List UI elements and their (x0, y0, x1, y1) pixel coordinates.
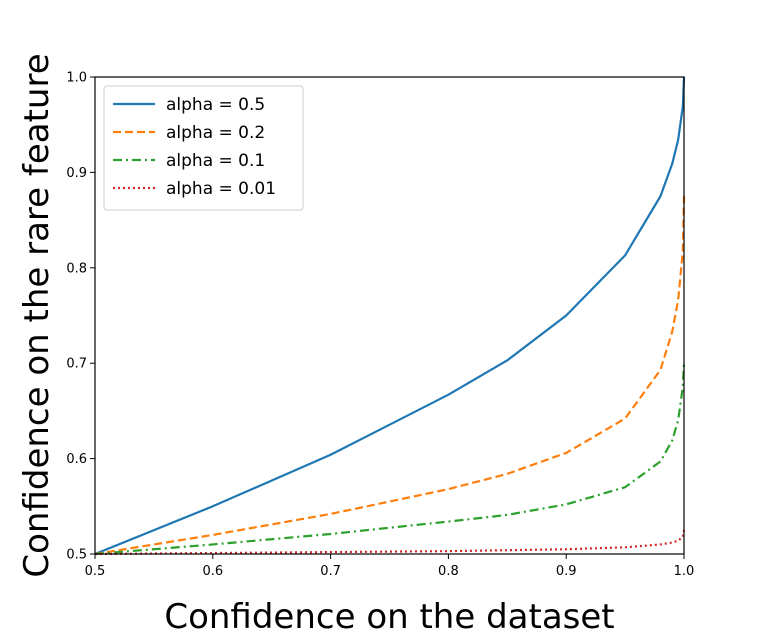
y-tick-label: 0.7 (66, 357, 87, 372)
legend-label-2: alpha = 0.2 (166, 123, 265, 143)
legend-box (103, 85, 304, 211)
series-line-4 (94, 529, 686, 556)
x-tick-label: 0.7 (320, 564, 341, 579)
y-tick-label: 0.6 (66, 452, 87, 467)
series-line-3 (94, 363, 686, 556)
x-tick-label: 1.0 (674, 564, 695, 579)
x-tick-label: 0.9 (556, 564, 577, 579)
y-tick-label: 0.5 (66, 548, 87, 563)
y-tick-label: 0.8 (66, 261, 87, 276)
x-tick-label: 0.5 (85, 564, 106, 579)
series-layer (94, 76, 686, 556)
x-tick-label: 0.8 (438, 564, 459, 579)
legend: alpha = 0.5 alpha = 0.2 alpha = 0.1 alpha =… (103, 85, 304, 211)
y-tick-label: 1.0 (66, 71, 87, 86)
y-tick-label: 0.9 (66, 166, 87, 181)
ticks-layer: 0.5 0.6 0.7 0.8 0.9 1.0 0.5 0.6 0.7 0.8 0.9 1.0 (66, 71, 694, 580)
y-axis-title: Confidence on the rare feature (17, 53, 57, 577)
x-axis-title: Confidence on the dataset (164, 597, 614, 637)
legend-label-1: alpha = 0.5 (166, 95, 265, 115)
series-line-1 (94, 76, 686, 556)
legend-label-3: alpha = 0.1 (166, 151, 265, 171)
series-line-2 (94, 196, 686, 556)
legend-label-4: alpha = 0.01 (166, 179, 276, 199)
plot-area-frame (94, 76, 685, 555)
x-tick-label: 0.6 (202, 564, 223, 579)
